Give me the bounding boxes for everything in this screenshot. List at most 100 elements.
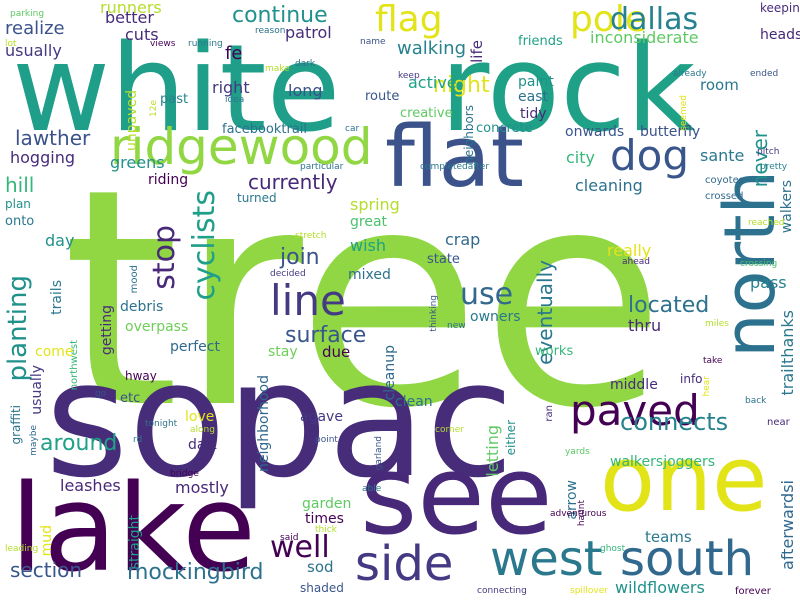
word-perfect: perfect: [170, 339, 220, 355]
word-mixed: mixed: [348, 267, 391, 283]
word-usually-small: usually: [29, 365, 45, 415]
word-trails: trails: [49, 280, 65, 315]
word-debris: debris: [120, 299, 164, 315]
word-plan: plan: [5, 197, 31, 211]
word-state: state: [427, 252, 460, 267]
word-better: better: [105, 8, 154, 27]
word-coyotes: coyotes: [705, 175, 744, 186]
word-section: section: [10, 558, 83, 582]
word-car: car: [345, 124, 360, 134]
word-thick: thick: [315, 525, 337, 535]
word-life: life: [468, 40, 486, 63]
word-info: info: [680, 372, 703, 386]
word-keeping: keeping: [760, 1, 800, 15]
word-wildflowers: wildflowers: [615, 578, 705, 597]
word-crossing: crossing: [740, 259, 778, 269]
word-either: either: [504, 420, 518, 456]
word-connecting: connecting: [477, 586, 527, 596]
word-pass: pass: [750, 273, 787, 292]
word-continue: continue: [232, 3, 328, 28]
word-adventurous: adventurous: [550, 509, 607, 519]
word-side: side: [355, 536, 454, 592]
word-letting: letting: [483, 425, 502, 477]
word-line: line: [270, 276, 346, 325]
word-patrol: patrol: [285, 23, 332, 42]
word-mud: mud: [39, 525, 55, 557]
word-along: along: [190, 425, 215, 435]
word-spillover: spillover: [570, 586, 608, 596]
word-cyclists: cyclists: [187, 190, 222, 301]
word-stretch: stretch: [295, 231, 327, 241]
word-surface: surface: [285, 323, 367, 348]
word-lot: lot: [5, 39, 17, 49]
word-ridgewood: ridgewood: [110, 118, 373, 176]
word-neighbors: neighbors: [462, 105, 476, 165]
word-sante: sante: [700, 146, 745, 165]
word-teams: teams: [645, 528, 692, 546]
word-room: room: [700, 76, 739, 94]
word-miles: miles: [705, 319, 729, 329]
word-mood: mood: [129, 265, 140, 294]
word-dog: dog: [610, 131, 690, 180]
word-clean: clean: [395, 394, 433, 410]
word-see: see: [360, 431, 553, 559]
word-dark: dark: [295, 59, 316, 69]
word-bridge: bridge: [170, 469, 199, 479]
word-seemed: seemed: [679, 95, 689, 131]
word-running: running: [188, 39, 223, 49]
word-overpass: overpass: [125, 319, 189, 335]
word-garden: garden: [302, 496, 352, 512]
word-leashes: leashes: [60, 476, 121, 495]
word-afterwardsi: afterwardsi: [778, 480, 797, 570]
word-white: white: [12, 20, 341, 159]
word-keep: keep: [398, 71, 420, 81]
word-parking: parking: [10, 9, 45, 19]
word-connects: connects: [620, 408, 729, 436]
word-etc: etc: [120, 391, 141, 406]
word-thinking: thinking: [429, 295, 439, 332]
word-trailthanks: trailthanks: [778, 310, 797, 396]
word-paved: paved: [570, 386, 700, 435]
word-rd: rd: [133, 435, 143, 445]
word-right: right: [212, 78, 250, 97]
word-concrete: concrete: [476, 121, 533, 136]
word-facebooktrail: facebooktrail: [222, 122, 308, 137]
word-love: love: [185, 409, 215, 425]
word-haunt: haunt: [577, 500, 587, 527]
word-hear: hear: [702, 376, 712, 397]
word-take: take: [703, 356, 723, 366]
word-garland: garland: [374, 436, 384, 471]
word-day: day: [45, 231, 75, 250]
word-neighborhood: neighborhood: [256, 375, 272, 472]
word-reason: reason: [255, 26, 286, 36]
word-views: views: [150, 39, 176, 49]
word-ghost: ghost: [600, 544, 626, 554]
word-dallas: dallas: [610, 2, 699, 37]
word-pole: pole: [570, 0, 648, 40]
word-maybe: maybe: [29, 425, 39, 456]
word-friends: friends: [518, 34, 563, 49]
word-lawther: lawther: [15, 126, 91, 150]
word-creative: creative: [400, 106, 453, 121]
word-come: come: [35, 344, 74, 360]
word-shaded: shaded: [300, 581, 344, 595]
word-paint: paint: [518, 74, 554, 90]
word-runners: runners: [100, 0, 162, 17]
word-really: really: [607, 241, 652, 260]
word-mostly: mostly: [175, 478, 229, 497]
word-new: new: [447, 321, 466, 331]
word-cleaning: cleaning: [575, 176, 643, 195]
word-hogging: hogging: [10, 148, 75, 167]
word-near: near: [767, 417, 790, 428]
word-well: well: [270, 530, 330, 565]
word-straight: straight: [127, 515, 143, 570]
word-around: around: [40, 431, 118, 456]
word-great: great: [350, 214, 388, 230]
word-ahead: ahead: [622, 257, 650, 267]
word-flat: flat: [385, 108, 524, 207]
word-yards: yards: [565, 447, 590, 457]
word-mockingbird: mockingbird: [127, 560, 264, 585]
word-onto: onto: [5, 214, 35, 229]
word-west: west: [490, 531, 603, 587]
word-one: one: [600, 427, 768, 532]
